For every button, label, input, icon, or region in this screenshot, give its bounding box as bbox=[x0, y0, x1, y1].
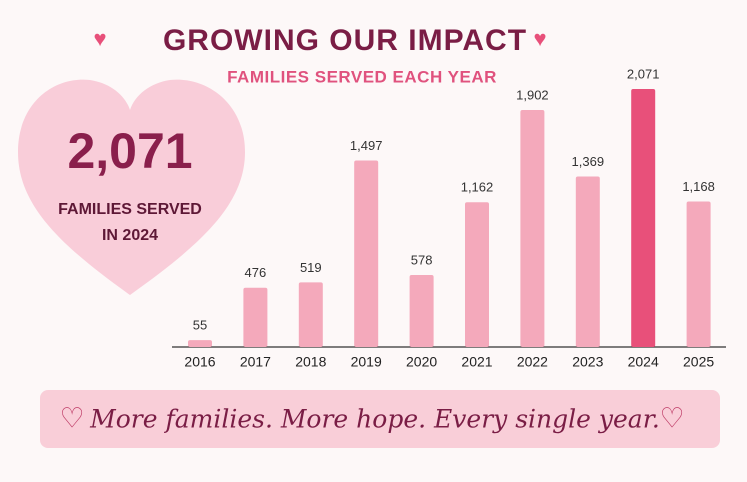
callout-label: FAMILIES SERVED bbox=[58, 201, 202, 218]
heart-icon: ♡ bbox=[659, 402, 684, 433]
heart-icon: ♥ bbox=[533, 26, 546, 51]
banner-bg bbox=[40, 390, 720, 448]
value-label: 1,369 bbox=[572, 154, 605, 169]
x-tick-label: 2023 bbox=[572, 354, 603, 370]
value-label: 1,162 bbox=[461, 180, 494, 195]
x-tick-label: 2020 bbox=[406, 354, 437, 370]
value-label: 55 bbox=[193, 318, 207, 333]
value-label: 1,168 bbox=[682, 179, 715, 194]
heart-icon: ♡ bbox=[59, 402, 84, 433]
bar bbox=[575, 176, 600, 347]
x-tick-label: 2022 bbox=[517, 354, 548, 370]
x-tick-label: 2016 bbox=[184, 354, 215, 370]
callout-label: IN 2024 bbox=[102, 227, 158, 244]
x-tick-label: 2025 bbox=[683, 354, 714, 370]
x-tick-label: 2021 bbox=[461, 354, 492, 370]
chart-title: FAMILIES SERVED EACH YEAR bbox=[227, 67, 497, 86]
callout-value: 2,071 bbox=[67, 123, 192, 179]
x-tick-label: 2019 bbox=[351, 354, 382, 370]
bar bbox=[520, 110, 545, 348]
bar bbox=[686, 201, 711, 347]
bar bbox=[243, 287, 268, 347]
value-label: 2,071 bbox=[627, 66, 660, 81]
value-label: 519 bbox=[300, 260, 322, 275]
x-tick-label: 2017 bbox=[240, 354, 271, 370]
x-tick-label: 2024 bbox=[628, 354, 659, 370]
value-label: 1,902 bbox=[516, 87, 549, 102]
heart-icon: ♥ bbox=[93, 26, 106, 51]
bar bbox=[631, 89, 656, 347]
bar bbox=[409, 274, 434, 347]
bar bbox=[298, 282, 323, 347]
value-label: 1,497 bbox=[350, 138, 383, 153]
bar bbox=[465, 202, 489, 347]
x-tick-label: 2018 bbox=[295, 354, 326, 370]
banner-text: More families. More hope. Every single y… bbox=[89, 405, 660, 434]
bar bbox=[354, 160, 379, 347]
bar bbox=[188, 340, 212, 347]
value-label: 578 bbox=[411, 252, 433, 267]
heart-badge bbox=[18, 79, 245, 295]
page-title: GROWING OUR IMPACT bbox=[163, 24, 527, 57]
value-label: 476 bbox=[245, 265, 267, 280]
